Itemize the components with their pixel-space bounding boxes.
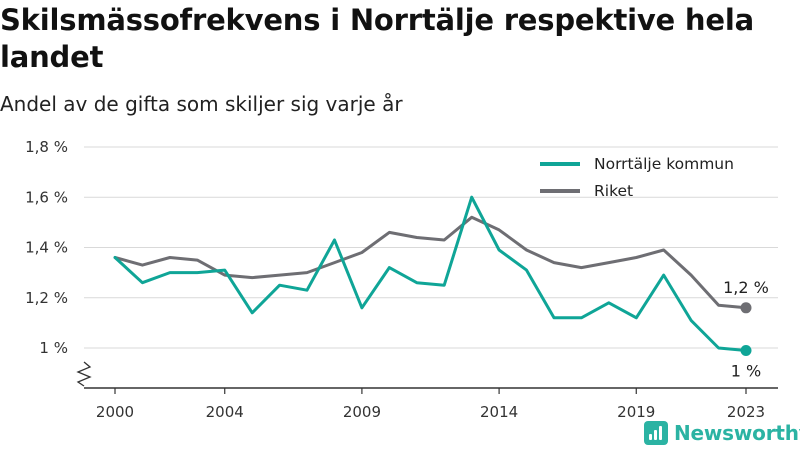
- x-axis-ticks: 2000 2004 2009 2014 2019 2023: [96, 388, 765, 421]
- end-point-norrtalje: [740, 345, 752, 357]
- chart-title: Skilsmässofrekvens i Norrtälje respektiv…: [0, 3, 754, 74]
- x-tick-label: 2019: [617, 403, 655, 421]
- newsworthy-logo: Newsworthy: [644, 420, 800, 446]
- x-tick-label: 2014: [480, 403, 518, 421]
- end-label-norrtalje: 1 %: [731, 362, 761, 381]
- x-tick-label: 2000: [96, 403, 134, 421]
- brand-name: Newsworthy: [674, 421, 800, 445]
- gridlines: [84, 146, 778, 349]
- series-line-riket: [113, 215, 748, 310]
- axis-break-icon: [76, 361, 92, 387]
- end-label-riket: 1,2 %: [723, 278, 769, 297]
- axes: [76, 361, 778, 389]
- series-lines: 1,2 % 1 %: [113, 195, 769, 381]
- y-tick-label: 1 %: [39, 339, 68, 357]
- chart-subtitle: Andel av de gifta som skiljer sig varje …: [0, 92, 403, 116]
- y-tick-label: 1,2 %: [25, 289, 68, 307]
- series-line-norrtalje: [113, 195, 748, 352]
- legend-label: Riket: [594, 182, 633, 200]
- y-tick-label: 1,8 %: [25, 138, 68, 156]
- x-tick-label: 2009: [343, 403, 381, 421]
- x-tick-label: 2023: [727, 403, 765, 421]
- end-point-riket: [740, 302, 752, 314]
- legend-label: Norrtälje kommun: [594, 155, 734, 173]
- x-tick-label: 2004: [206, 403, 244, 421]
- y-tick-label: 1,4 %: [25, 239, 68, 257]
- bar-chart-logo-icon: [644, 421, 668, 445]
- y-axis-ticks: 1 % 1,2 % 1,4 % 1,6 % 1,8 %: [25, 138, 68, 357]
- y-tick-label: 1,6 %: [25, 188, 68, 206]
- legend: Norrtälje kommun Riket: [540, 155, 734, 200]
